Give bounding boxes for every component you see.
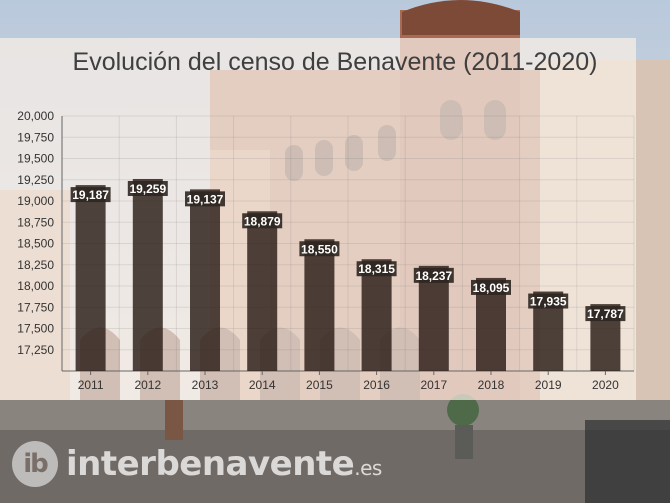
x-tick-label: 2020 — [592, 378, 619, 392]
data-label: 18,315 — [358, 262, 395, 276]
data-label: 18,879 — [244, 214, 281, 228]
x-tick-label: 2014 — [249, 378, 276, 392]
data-label: 18,095 — [473, 281, 510, 295]
data-label-background — [585, 306, 626, 322]
bar — [190, 189, 220, 371]
data-label-background — [70, 187, 111, 203]
data-label-background — [299, 241, 340, 257]
y-tick-label: 20,000 — [17, 109, 54, 123]
logo-text-suffix: .es — [354, 456, 382, 480]
logo-text: interbenavente.es — [66, 444, 382, 484]
watermark-logo: ib interbenavente.es — [12, 440, 382, 488]
data-label-background — [127, 180, 168, 196]
data-label: 17,935 — [530, 295, 567, 309]
y-tick-label: 19,750 — [17, 130, 54, 144]
y-tick-label: 18,500 — [17, 237, 54, 251]
data-label-background — [528, 293, 569, 309]
data-label-background — [471, 279, 511, 295]
y-tick-label: 18,250 — [17, 258, 54, 272]
x-tick-label: 2017 — [420, 378, 447, 392]
data-label-background — [185, 191, 225, 207]
bar — [304, 239, 335, 371]
x-tick-label: 2011 — [78, 378, 104, 392]
data-label: 18,550 — [301, 242, 338, 256]
data-label: 18,237 — [415, 269, 452, 283]
data-label: 17,787 — [587, 307, 624, 321]
x-tick-label: 2013 — [192, 378, 219, 392]
bar — [247, 211, 278, 371]
bar — [75, 185, 106, 371]
y-tick-label: 19,250 — [17, 173, 54, 187]
y-tick-label: 18,000 — [17, 279, 54, 293]
y-tick-label: 17,500 — [17, 322, 54, 336]
bar — [418, 265, 449, 371]
chart-title: Evolución del censo de Benavente (2011-2… — [72, 48, 598, 76]
data-label-background — [413, 267, 454, 283]
data-label-background — [242, 213, 283, 229]
x-tick-label: 2019 — [535, 378, 562, 392]
logo-text-main: interbenavente — [66, 444, 355, 484]
data-label: 19,137 — [187, 192, 224, 206]
y-tick-label: 19,000 — [17, 194, 54, 208]
data-label: 19,187 — [72, 188, 109, 202]
y-tick-label: 17,750 — [17, 300, 54, 314]
x-tick-label: 2015 — [306, 378, 333, 392]
x-tick-label: 2018 — [478, 378, 505, 392]
y-tick-label: 18,750 — [17, 215, 54, 229]
bar — [132, 178, 163, 371]
data-label-background — [356, 261, 397, 277]
logo-badge-icon: ib — [12, 441, 58, 487]
y-tick-label: 17,250 — [17, 343, 54, 357]
x-tick-label: 2016 — [363, 378, 390, 392]
x-tick-label: 2012 — [134, 378, 161, 392]
bar — [361, 259, 392, 371]
y-tick-label: 19,500 — [17, 152, 54, 166]
data-label: 19,259 — [129, 182, 166, 196]
